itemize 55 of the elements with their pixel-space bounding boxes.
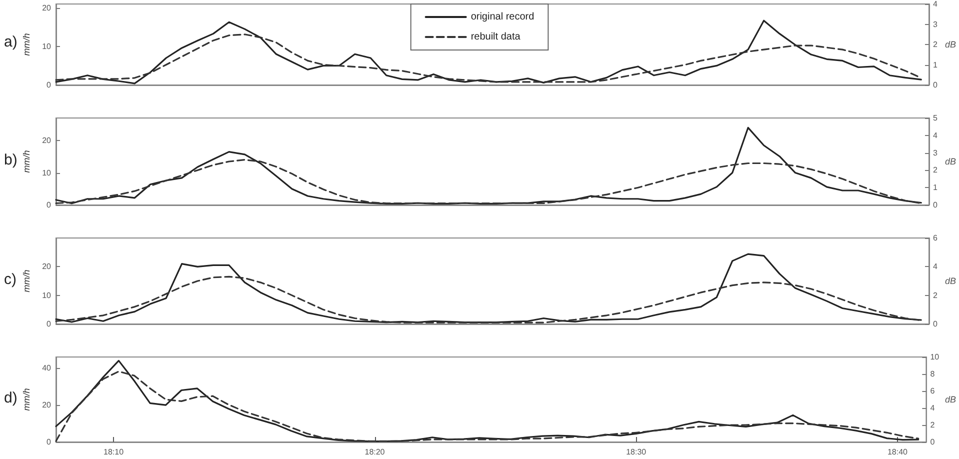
y2-tick-label: 2: [932, 166, 938, 175]
y2-tick-label: 2: [930, 420, 936, 430]
y2-tick-label: 1: [932, 183, 938, 192]
y2-tick-label: 0: [930, 438, 936, 446]
y2-tick-label: 4: [930, 404, 936, 412]
line-series: [55, 126, 922, 205]
y-tick-label: 0: [46, 80, 52, 90]
y-tick-label: 10: [42, 168, 52, 178]
x-tick-label: 18:20: [364, 448, 386, 456]
y2-tick-label: 4: [932, 130, 938, 140]
y2-tick-label: 0: [932, 200, 938, 210]
y2-tick-label: 6: [932, 234, 938, 242]
y2-tick-label: 2: [932, 290, 938, 300]
line-series: [55, 253, 922, 324]
text: b): [4, 152, 18, 168]
y2-tick-label: 0: [932, 320, 938, 328]
y-axis-title: mm/h: [22, 388, 32, 411]
y-tick-label: 0: [46, 438, 52, 446]
y-tick-label: 10: [42, 290, 52, 300]
legend-label: original record: [470, 12, 534, 22]
y2-tick-label: 6: [930, 386, 936, 396]
y-tick-label: 40: [42, 364, 52, 373]
y-tick-label: 20: [42, 400, 52, 410]
y2-tick-label: 10: [930, 352, 940, 362]
y2-tick-label: 3: [932, 20, 938, 29]
y2-axis-title: dB: [944, 156, 956, 166]
y-axis-title: mm/h: [22, 33, 32, 56]
legend-label: rebuilt data: [470, 32, 521, 42]
y2-axis-title: dB: [944, 276, 956, 286]
y2-axis-title: dB: [944, 394, 956, 404]
y2-tick-label: 5: [932, 114, 938, 122]
line-series: [55, 276, 922, 324]
text: c): [4, 271, 16, 288]
y-axis-title: mm/h: [22, 270, 32, 292]
y2-tick-label: 4: [932, 0, 938, 8]
text: a): [4, 34, 18, 50]
y2-tick-label: 3: [932, 148, 938, 158]
y2-tick-label: 1: [932, 60, 938, 70]
text: d): [4, 390, 18, 406]
y-tick-label: 0: [46, 320, 52, 328]
y-tick-label: 0: [46, 200, 52, 210]
y-tick-label: 20: [42, 136, 52, 146]
y2-axis-title: dB: [944, 40, 956, 50]
y-tick-label: 20: [42, 3, 52, 12]
y2-tick-label: 8: [930, 370, 936, 378]
x-tick-label: 18:10: [104, 448, 124, 456]
line-series: [55, 158, 922, 204]
y-tick-label: 20: [42, 262, 52, 272]
x-tick-label: 18:40: [887, 448, 908, 456]
y2-tick-label: 4: [932, 262, 938, 272]
y2-tick-label: 2: [932, 40, 938, 49]
y-tick-label: 10: [42, 42, 52, 51]
x-tick-label: 18:30: [626, 448, 647, 456]
y-axis-title: mm/h: [22, 150, 32, 173]
y2-tick-label: 0: [932, 80, 938, 90]
